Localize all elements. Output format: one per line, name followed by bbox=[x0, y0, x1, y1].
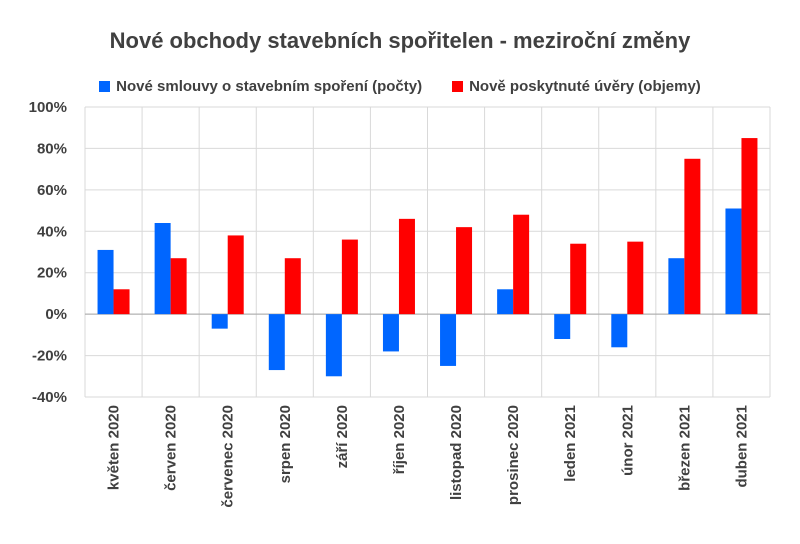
legend: Nové smlouvy o stavebním spoření (počty)… bbox=[0, 78, 800, 95]
y-tick-label: 80% bbox=[37, 140, 67, 157]
x-tick-label: srpen 2020 bbox=[277, 405, 294, 483]
y-tick-label: 100% bbox=[29, 99, 67, 116]
legend-label-loans: Nově poskytnuté úvěry (objemy) bbox=[469, 78, 701, 95]
bar-contracts bbox=[382, 314, 399, 352]
legend-item-contracts: Nové smlouvy o stavebním spoření (počty) bbox=[99, 78, 422, 95]
legend-label-contracts: Nové smlouvy o stavebním spoření (počty) bbox=[116, 78, 423, 95]
bar-loans bbox=[398, 218, 415, 315]
bar-contracts bbox=[97, 249, 114, 315]
bar-contracts bbox=[554, 314, 571, 339]
bar-contracts bbox=[611, 314, 628, 348]
x-tick-label: červen 2020 bbox=[163, 405, 180, 491]
x-tick-label: březen 2021 bbox=[676, 405, 693, 491]
legend-swatch-contracts bbox=[99, 81, 111, 92]
bar-loans bbox=[741, 138, 758, 315]
x-tick-label: květen 2020 bbox=[106, 405, 123, 490]
x-tick-label: únor 2021 bbox=[619, 405, 636, 476]
bar-contracts bbox=[668, 258, 685, 315]
bar-loans bbox=[570, 243, 587, 315]
bar-contracts bbox=[268, 314, 285, 371]
y-tick-label: -40% bbox=[32, 389, 67, 406]
legend-item-loans: Nově poskytnuté úvěry (objemy) bbox=[452, 78, 701, 95]
bar-contracts bbox=[725, 208, 742, 315]
legend-swatch-loans bbox=[452, 81, 464, 92]
bar-contracts bbox=[154, 223, 171, 315]
chart-title: Nové obchody stavebních spořitelen - mez… bbox=[109, 28, 691, 53]
bar-contracts bbox=[440, 314, 457, 366]
bar-loans bbox=[227, 235, 244, 315]
bar-loans bbox=[684, 158, 701, 315]
y-tick-label: -20% bbox=[32, 348, 67, 365]
x-tick-label: říjen 2020 bbox=[391, 405, 408, 474]
bar-contracts bbox=[325, 314, 342, 377]
bar-loans bbox=[513, 214, 530, 315]
x-tick-label: listopad 2020 bbox=[448, 405, 465, 500]
bar-loans bbox=[341, 239, 358, 315]
bar-loans bbox=[284, 258, 301, 315]
bar-loans bbox=[113, 289, 130, 315]
bar-loans bbox=[456, 227, 473, 315]
x-tick-label: červenec 2020 bbox=[220, 405, 237, 508]
x-tick-label: leden 2021 bbox=[562, 405, 579, 482]
bar-contracts bbox=[497, 289, 514, 315]
x-tick-label: duben 2021 bbox=[733, 405, 750, 488]
y-tick-label: 20% bbox=[37, 265, 67, 282]
bar-contracts bbox=[211, 314, 228, 329]
x-tick-label: prosinec 2020 bbox=[505, 405, 522, 505]
y-tick-label: 0% bbox=[45, 306, 67, 323]
y-tick-label: 60% bbox=[37, 182, 67, 199]
x-tick-label: září 2020 bbox=[334, 405, 351, 468]
bar-loans bbox=[170, 258, 187, 315]
bar-loans bbox=[627, 241, 644, 315]
y-tick-label: 40% bbox=[37, 223, 67, 240]
